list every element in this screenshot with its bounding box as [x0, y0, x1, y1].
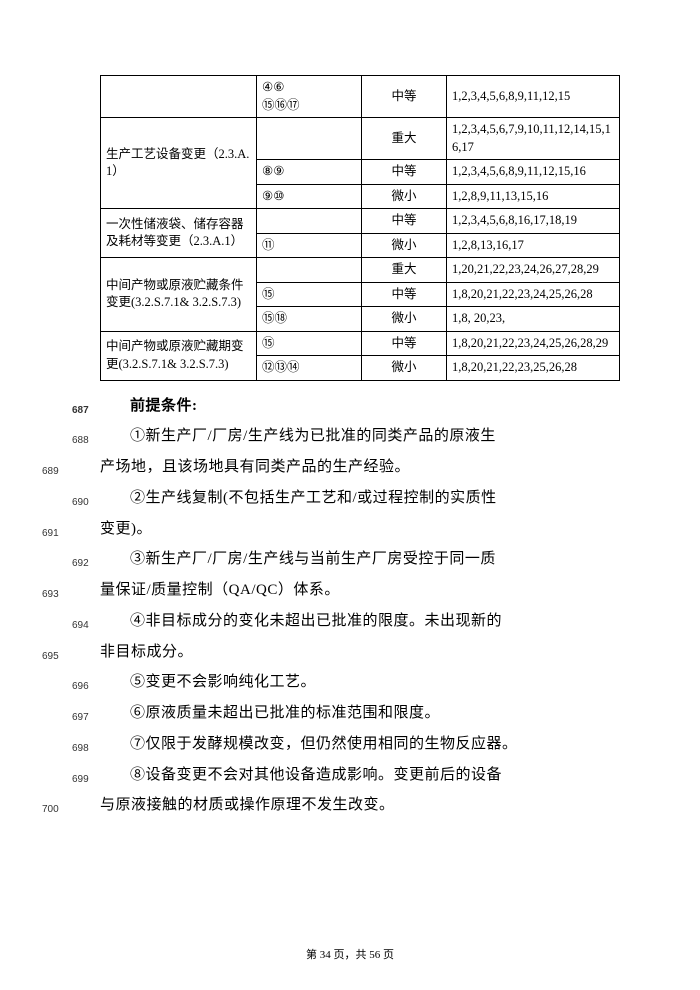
footer-total: 56	[369, 949, 380, 961]
line-number: 699	[42, 770, 89, 791]
cell-level: 中等	[362, 209, 447, 234]
line-text: ⑥原液质量未超出已批准的标准范围和限度。	[130, 705, 440, 721]
cell-category: 一次性储液袋、储存容器及耗材等变更（2.3.A.1）	[101, 209, 257, 258]
line-text: ⑦仅限于发酵规模改变，但仍然使用相同的生物反应器。	[130, 736, 518, 752]
cell-level: 中等	[362, 160, 447, 185]
text-line: 687前提条件:	[100, 391, 620, 422]
cell-condition: ⑧⑨	[257, 160, 362, 185]
text-line: 688①新生产厂/厂房/生产线为已批准的同类产品的原液生	[100, 421, 620, 452]
line-number: 691	[42, 524, 59, 545]
line-number: 696	[42, 677, 89, 698]
text-line: 697⑥原液质量未超出已批准的标准范围和限度。	[100, 698, 620, 729]
text-line: 690②生产线复制(不包括生产工艺和/或过程控制的实质性	[100, 483, 620, 514]
cell-level: 微小	[362, 307, 447, 332]
cell-condition: ④⑥⑮⑯⑰	[257, 76, 362, 118]
line-number: 689	[42, 462, 59, 483]
line-number: 687	[42, 401, 89, 422]
text-line: 699⑧设备变更不会对其他设备造成影响。变更前后的设备	[100, 760, 620, 791]
cell-level: 中等	[362, 331, 447, 356]
page-footer: 第 34 页，共 56 页	[0, 946, 700, 962]
footer-page: 34	[320, 949, 331, 961]
text-line: 693量保证/质量控制（QA/QC）体系。	[100, 575, 620, 606]
cell-items: 1,2,3,4,5,6,8,9,11,12,15	[447, 76, 620, 118]
text-line: 700与原液接触的材质或操作原理不发生改变。	[100, 790, 620, 821]
cell-items: 1,8,20,21,22,23,24,25,26,28	[447, 282, 620, 307]
data-table: ④⑥⑮⑯⑰中等1,2,3,4,5,6,8,9,11,12,15生产工艺设备变更（…	[100, 75, 620, 381]
cell-items: 1,2,3,4,5,6,8,16,17,18,19	[447, 209, 620, 234]
text-line: 691变更)。	[100, 514, 620, 545]
line-text: ⑧设备变更不会对其他设备造成影响。变更前后的设备	[130, 767, 502, 783]
line-number: 693	[42, 585, 59, 606]
line-number: 694	[42, 616, 89, 637]
line-text: 前提条件:	[130, 398, 198, 414]
cell-items: 1,8, 20,23,	[447, 307, 620, 332]
line-number: 697	[42, 708, 89, 729]
line-text: ①新生产厂/厂房/生产线为已批准的同类产品的原液生	[130, 428, 496, 444]
line-text: ⑤变更不会影响纯化工艺。	[130, 674, 316, 690]
table: ④⑥⑮⑯⑰中等1,2,3,4,5,6,8,9,11,12,15生产工艺设备变更（…	[100, 75, 620, 381]
cell-condition	[257, 209, 362, 234]
cell-level: 微小	[362, 356, 447, 381]
table-row: 中间产物或原液贮藏条件变更(3.2.S.7.1& 3.2.S.7.3)重大1,2…	[101, 258, 620, 283]
cell-condition: ⑮	[257, 282, 362, 307]
body-text: 687前提条件:688①新生产厂/厂房/生产线为已批准的同类产品的原液生689产…	[100, 391, 620, 822]
cell-category	[101, 76, 257, 118]
table-row: 生产工艺设备变更（2.3.A.1）重大1,2,3,4,5,6,7,9,10,11…	[101, 118, 620, 160]
cell-condition: ⑮⑱	[257, 307, 362, 332]
cell-condition	[257, 258, 362, 283]
text-line: 694④非目标成分的变化未超出已批准的限度。未出现新的	[100, 606, 620, 637]
line-text: 非目标成分。	[100, 644, 193, 660]
cell-items: 1,2,8,9,11,13,15,16	[447, 184, 620, 209]
cell-items: 1,8,20,21,22,23,25,26,28	[447, 356, 620, 381]
cell-condition: ⑫⑬⑭	[257, 356, 362, 381]
cell-condition	[257, 118, 362, 160]
cell-condition: ⑪	[257, 233, 362, 258]
cell-items: 1,20,21,22,23,24,26,27,28,29	[447, 258, 620, 283]
line-text: ④非目标成分的变化未超出已批准的限度。未出现新的	[130, 613, 502, 629]
cell-level: 微小	[362, 233, 447, 258]
cell-level: 重大	[362, 258, 447, 283]
cell-items: 1,2,8,13,16,17	[447, 233, 620, 258]
line-text: 变更)。	[100, 521, 152, 537]
cell-items: 1,2,3,4,5,6,8,9,11,12,15,16	[447, 160, 620, 185]
footer-suffix: 页	[380, 949, 394, 961]
cell-category: 中间产物或原液贮藏期变更(3.2.S.7.1& 3.2.S.7.3)	[101, 331, 257, 380]
cell-condition: ⑮	[257, 331, 362, 356]
text-line: 695非目标成分。	[100, 637, 620, 668]
line-text: 产场地，且该场地具有同类产品的生产经验。	[100, 459, 410, 475]
table-row: 中间产物或原液贮藏期变更(3.2.S.7.1& 3.2.S.7.3)⑮中等1,8…	[101, 331, 620, 356]
table-row: ④⑥⑮⑯⑰中等1,2,3,4,5,6,8,9,11,12,15	[101, 76, 620, 118]
text-line: 689产场地，且该场地具有同类产品的生产经验。	[100, 452, 620, 483]
cell-level: 中等	[362, 282, 447, 307]
line-text: 量保证/质量控制（QA/QC）体系。	[100, 582, 340, 598]
cell-category: 中间产物或原液贮藏条件变更(3.2.S.7.1& 3.2.S.7.3)	[101, 258, 257, 332]
line-number: 698	[42, 739, 89, 760]
line-number: 688	[42, 431, 89, 452]
text-line: 692③新生产厂/厂房/生产线与当前生产厂房受控于同一质	[100, 544, 620, 575]
cell-level: 重大	[362, 118, 447, 160]
line-text: ③新生产厂/厂房/生产线与当前生产厂房受控于同一质	[130, 551, 496, 567]
cell-condition: ⑨⑩	[257, 184, 362, 209]
line-text: 与原液接触的材质或操作原理不发生改变。	[100, 797, 395, 813]
line-number: 695	[42, 647, 59, 668]
text-line: 698⑦仅限于发酵规模改变，但仍然使用相同的生物反应器。	[100, 729, 620, 760]
table-row: 一次性储液袋、储存容器及耗材等变更（2.3.A.1）中等1,2,3,4,5,6,…	[101, 209, 620, 234]
line-number: 692	[42, 554, 89, 575]
text-line: 696⑤变更不会影响纯化工艺。	[100, 667, 620, 698]
footer-mid: 页，共	[331, 949, 370, 961]
cell-level: 微小	[362, 184, 447, 209]
line-number: 690	[42, 493, 89, 514]
cell-category: 生产工艺设备变更（2.3.A.1）	[101, 118, 257, 209]
line-number: 700	[42, 800, 59, 821]
cell-items: 1,8,20,21,22,23,24,25,26,28,29	[447, 331, 620, 356]
line-text: ②生产线复制(不包括生产工艺和/或过程控制的实质性	[130, 490, 497, 506]
cell-level: 中等	[362, 76, 447, 118]
footer-prefix: 第	[306, 949, 320, 961]
cell-items: 1,2,3,4,5,6,7,9,10,11,12,14,15,16,17	[447, 118, 620, 160]
